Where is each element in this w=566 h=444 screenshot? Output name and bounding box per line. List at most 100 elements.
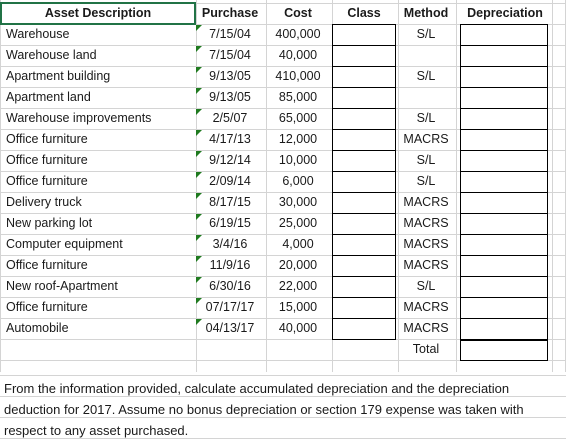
class-input-cell[interactable] xyxy=(332,276,396,298)
depreciation-input-cell[interactable] xyxy=(460,45,548,67)
class-input-cell[interactable] xyxy=(332,66,396,88)
purchase-date-cell[interactable]: 04/13/17 xyxy=(205,321,255,335)
cost-cell[interactable]: 20,000 xyxy=(278,258,318,272)
method-cell[interactable]: S/L xyxy=(416,279,436,293)
cost-cell[interactable]: 30,000 xyxy=(278,195,318,209)
cost-cell[interactable]: 12,000 xyxy=(278,132,318,146)
purchase-date-cell[interactable]: 9/12/14 xyxy=(209,153,251,167)
cost-cell[interactable]: 85,000 xyxy=(278,90,318,104)
purchase-date-cell[interactable]: 8/17/15 xyxy=(209,195,251,209)
asset-description-cell[interactable]: Office furniture xyxy=(6,300,88,314)
cost-cell[interactable]: 400,000 xyxy=(275,27,321,41)
class-input-cell[interactable] xyxy=(332,318,396,340)
cost-cell[interactable]: 410,000 xyxy=(275,69,321,83)
depreciation-input-cell[interactable] xyxy=(460,276,548,298)
method-cell[interactable]: S/L xyxy=(416,174,436,188)
class-input-cell[interactable] xyxy=(332,150,396,172)
cost-cell[interactable]: 40,000 xyxy=(278,321,318,335)
purchase-date-cell[interactable]: 2/5/07 xyxy=(212,111,248,125)
asset-description-cell[interactable]: Warehouse xyxy=(6,27,70,41)
asset-description-cell[interactable]: New parking lot xyxy=(6,216,93,230)
cost-cell[interactable]: 6,000 xyxy=(282,174,314,188)
purchase-date-cell[interactable]: 2/09/14 xyxy=(209,174,251,188)
asset-description-cell[interactable]: Apartment land xyxy=(6,90,91,104)
class-input-cell[interactable] xyxy=(332,255,396,277)
method-cell[interactable]: S/L xyxy=(416,111,436,125)
method-cell[interactable] xyxy=(398,87,454,108)
error-indicator-icon xyxy=(196,130,202,136)
header-class[interactable]: Class xyxy=(347,6,381,20)
asset-description-cell[interactable]: Office furniture xyxy=(6,174,88,188)
depreciation-input-cell[interactable] xyxy=(460,129,548,151)
depreciation-input-cell[interactable] xyxy=(460,192,548,214)
header-purchase[interactable]: Purchase xyxy=(201,6,259,20)
depreciation-input-cell[interactable] xyxy=(460,66,548,88)
depreciation-input-cell[interactable] xyxy=(460,108,548,130)
purchase-date-cell[interactable]: 3/4/16 xyxy=(212,237,248,251)
asset-description-cell[interactable]: Office furniture xyxy=(6,258,88,272)
asset-description-cell[interactable]: Computer equipment xyxy=(6,237,123,251)
total-label: Total xyxy=(412,342,440,356)
asset-description-cell[interactable]: Office furniture xyxy=(6,132,88,146)
depreciation-input-cell[interactable] xyxy=(460,171,548,193)
depreciation-input-cell[interactable] xyxy=(460,87,548,109)
method-cell[interactable]: S/L xyxy=(416,69,436,83)
purchase-date-cell[interactable]: 7/15/04 xyxy=(209,48,251,62)
method-cell[interactable]: S/L xyxy=(416,153,436,167)
depreciation-input-cell[interactable] xyxy=(460,318,548,340)
asset-description-cell[interactable]: New roof-Apartment xyxy=(6,279,118,293)
header-depreciation[interactable]: Depreciation xyxy=(467,6,543,20)
asset-description-cell[interactable]: Apartment building xyxy=(6,69,111,83)
method-cell[interactable]: MACRS xyxy=(403,321,449,335)
class-input-cell[interactable] xyxy=(332,108,396,130)
method-cell[interactable]: MACRS xyxy=(403,258,449,272)
method-cell[interactable]: MACRS xyxy=(403,300,449,314)
purchase-date-cell[interactable]: 11/9/16 xyxy=(209,258,251,272)
method-cell[interactable]: S/L xyxy=(416,27,436,41)
class-input-cell[interactable] xyxy=(332,213,396,235)
purchase-date-cell[interactable]: 4/17/13 xyxy=(209,132,251,146)
asset-description-cell[interactable]: Office furniture xyxy=(6,153,88,167)
asset-description-cell[interactable]: Warehouse land xyxy=(6,48,97,62)
purchase-date-cell[interactable]: 6/30/16 xyxy=(209,279,251,293)
method-cell[interactable] xyxy=(398,45,454,66)
cost-cell[interactable]: 4,000 xyxy=(282,237,314,251)
class-input-cell[interactable] xyxy=(332,87,396,109)
purchase-date-cell[interactable]: 9/13/05 xyxy=(209,90,251,104)
class-input-cell[interactable] xyxy=(332,24,396,46)
header-method[interactable]: Method xyxy=(403,6,449,20)
cost-cell[interactable]: 25,000 xyxy=(278,216,318,230)
class-input-cell[interactable] xyxy=(332,234,396,256)
class-input-cell[interactable] xyxy=(332,297,396,319)
asset-description-cell[interactable]: Automobile xyxy=(6,321,69,335)
cost-cell[interactable]: 40,000 xyxy=(278,48,318,62)
header-cost[interactable]: Cost xyxy=(284,6,312,20)
purchase-date-cell[interactable]: 9/13/05 xyxy=(209,69,251,83)
method-cell[interactable]: MACRS xyxy=(403,216,449,230)
purchase-date-cell[interactable]: 7/15/04 xyxy=(209,27,251,41)
method-cell[interactable]: MACRS xyxy=(403,132,449,146)
class-input-cell[interactable] xyxy=(332,129,396,151)
class-input-cell[interactable] xyxy=(332,171,396,193)
method-cell[interactable]: MACRS xyxy=(403,195,449,209)
depreciation-input-cell[interactable] xyxy=(460,234,548,256)
depreciation-input-cell[interactable] xyxy=(460,297,548,319)
method-cell[interactable]: MACRS xyxy=(403,237,449,251)
purchase-date-cell[interactable]: 6/19/15 xyxy=(209,216,251,230)
purchase-date-cell[interactable]: 07/17/17 xyxy=(205,300,255,314)
class-input-cell[interactable] xyxy=(332,45,396,67)
cost-cell[interactable]: 10,000 xyxy=(278,153,318,167)
cost-cell[interactable]: 15,000 xyxy=(278,300,318,314)
cost-cell[interactable]: 65,000 xyxy=(278,111,318,125)
depreciation-input-cell[interactable] xyxy=(460,150,548,172)
asset-description-cell[interactable]: Warehouse improvements xyxy=(6,111,152,125)
depreciation-input-cell[interactable] xyxy=(460,213,548,235)
header-asset-description[interactable]: Asset Description xyxy=(44,6,152,20)
depreciation-input-cell[interactable] xyxy=(460,255,548,277)
depreciation-input-cell[interactable] xyxy=(460,24,548,46)
asset-description-cell[interactable]: Delivery truck xyxy=(6,195,82,209)
class-input-cell[interactable] xyxy=(332,192,396,214)
total-depreciation-cell[interactable] xyxy=(460,340,548,361)
cost-cell[interactable]: 22,000 xyxy=(278,279,318,293)
